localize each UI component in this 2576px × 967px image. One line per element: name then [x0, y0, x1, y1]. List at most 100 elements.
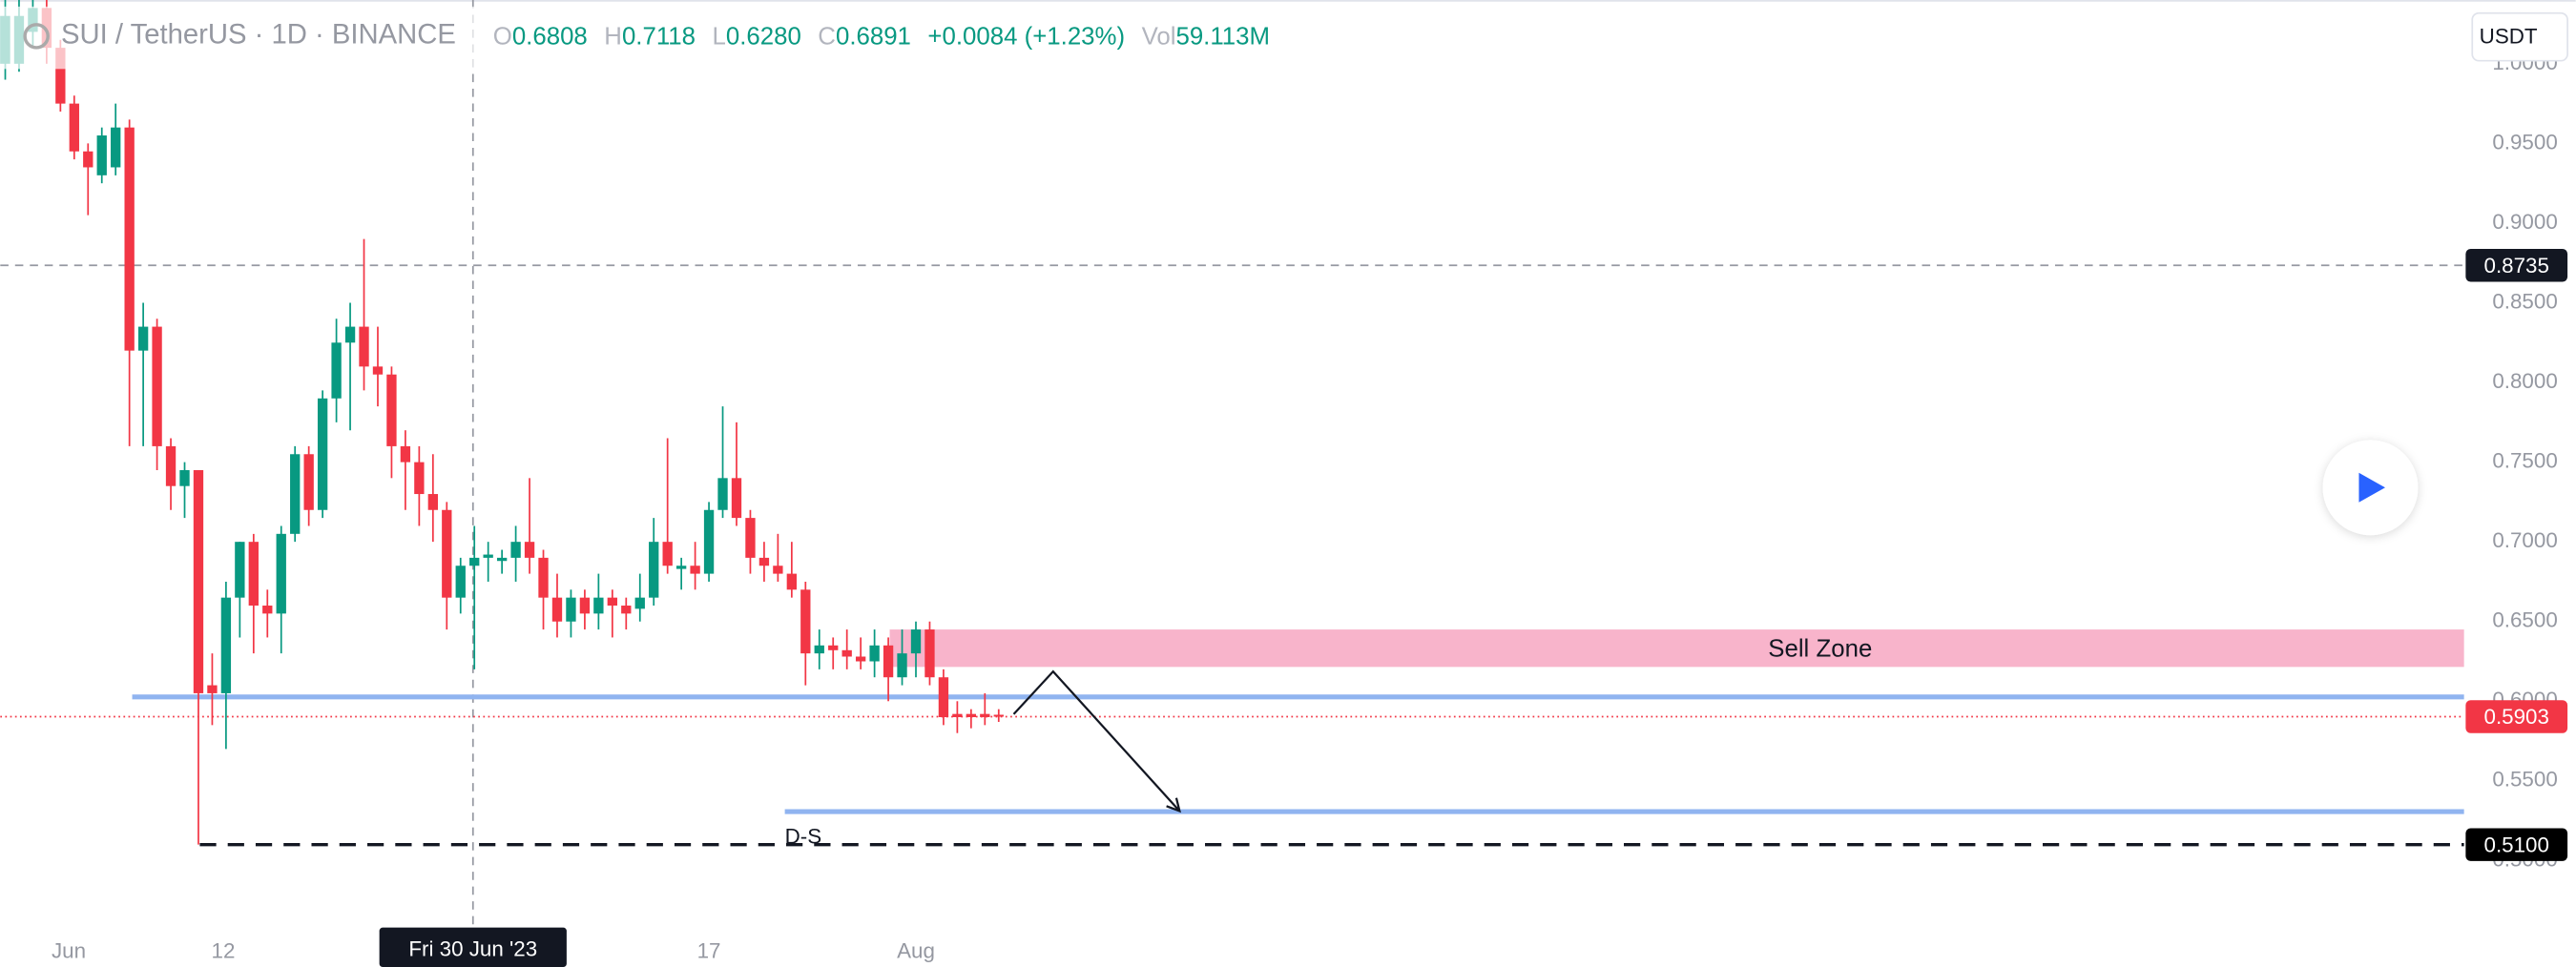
low-level-label-box [2465, 828, 2568, 861]
y-tick-label: 0.5500 [2492, 768, 2557, 792]
candle-body [952, 713, 963, 717]
candle-body [883, 645, 894, 678]
candle-body [344, 326, 356, 343]
x-tick-label: 12 [212, 938, 236, 962]
candle-body [83, 151, 93, 168]
candle-body [773, 566, 783, 574]
candle-body [621, 606, 632, 614]
candle-body [262, 606, 273, 614]
candle-body [235, 542, 245, 598]
candle-body [993, 714, 1004, 717]
candle-body [745, 518, 756, 558]
legend-label: O [493, 23, 512, 50]
y-tick-label: 0.7500 [2492, 449, 2557, 473]
candle-body [193, 469, 204, 693]
candle-body [400, 445, 411, 463]
y-tick-label: 0.9500 [2492, 130, 2557, 154]
candle-body [828, 645, 839, 650]
x-tick-label: Jun [52, 938, 86, 962]
candle-body [717, 478, 728, 510]
candle-body [179, 469, 190, 486]
candle-body [372, 366, 384, 375]
candle-body [137, 326, 149, 351]
candle-body [593, 597, 604, 614]
candle-body [303, 454, 314, 510]
candle-body [566, 597, 576, 622]
candle-body [290, 454, 301, 534]
candle-body [220, 597, 232, 693]
candle-body [427, 494, 438, 510]
x-tick-label: 17 [697, 938, 721, 962]
candle-body [538, 557, 549, 598]
candle-body [731, 478, 742, 519]
low-level-note: D-S [785, 825, 822, 849]
candle-body [869, 645, 880, 662]
candle-body [690, 566, 700, 574]
candle-body [980, 713, 990, 717]
legend-label: H [604, 23, 622, 50]
candle-body [675, 566, 687, 569]
candle-body [55, 48, 66, 104]
crosshair-price-label: 0.8735 [2484, 254, 2549, 278]
candle-body [207, 685, 218, 693]
crosshair-price-label-box [2465, 249, 2568, 282]
legend-backdrop [0, 6, 1364, 70]
candle-body [910, 629, 922, 654]
candle-body [248, 542, 259, 607]
currency-button[interactable] [2471, 11, 2568, 62]
candle-body [897, 653, 907, 678]
candle-body [855, 656, 866, 662]
crosshair-date-label: Fri 30 Jun '23 [408, 937, 537, 961]
legend-value: 0.6891 [836, 23, 911, 50]
candle-body [455, 566, 466, 598]
candle-body [938, 677, 949, 717]
legend-change: +0.0084 (+1.23%) [927, 23, 1125, 50]
legend-value: 59.113M [1175, 23, 1270, 50]
candle-body [841, 649, 852, 657]
currency-label: USDT [2480, 25, 2538, 49]
low-level-label: 0.5100 [2484, 833, 2549, 856]
y-tick-label: 0.8500 [2492, 289, 2557, 313]
candle-body [607, 597, 617, 607]
candle-body [786, 573, 798, 590]
candle-body [483, 554, 493, 558]
price-axis [2463, 0, 2576, 967]
ohlc-legend: O0.6808 H0.7118 L0.6280 C0.6891 +0.0084 … [493, 23, 1270, 50]
projection-arrow [1012, 669, 1181, 813]
symbol-title: SUI / TetherUS · 1D · BINANCE [61, 20, 456, 51]
candle-body [496, 557, 508, 562]
legend-label: L [713, 23, 726, 50]
candle-body [649, 542, 659, 598]
legend-value: 0.7118 [622, 23, 696, 50]
candle-body [551, 597, 563, 622]
candle-body [924, 629, 935, 678]
crosshair-date-box [379, 927, 567, 967]
legend-label: C [818, 23, 836, 50]
last-price-label: 0.5903 [2484, 705, 2549, 729]
x-tick-label: Aug [897, 938, 935, 962]
candle-body [758, 557, 770, 566]
candle-body [69, 103, 79, 152]
sell-zone-label: Sell Zone [1768, 635, 1872, 662]
candle-body [814, 645, 824, 654]
candle-body [442, 509, 452, 598]
candle-body [579, 597, 591, 614]
candle-body [331, 342, 342, 399]
y-tick-label: 0.9000 [2492, 210, 2557, 234]
candle-body [414, 462, 425, 495]
legend-value: 0.6280 [726, 23, 801, 50]
candle-body [317, 398, 328, 510]
y-tick-label: 0.7000 [2492, 528, 2557, 552]
candle-body [124, 127, 135, 351]
sell-zone [889, 629, 2464, 668]
y-tick-label: 0.6500 [2492, 608, 2557, 632]
candle-body [634, 597, 645, 609]
candle-body [359, 326, 369, 367]
last-price-label-box [2465, 700, 2568, 733]
candle-body [510, 542, 521, 558]
legend-value: 0.6808 [512, 23, 588, 50]
y-tick-label: 0.8000 [2492, 369, 2557, 393]
candle-body [524, 542, 535, 558]
